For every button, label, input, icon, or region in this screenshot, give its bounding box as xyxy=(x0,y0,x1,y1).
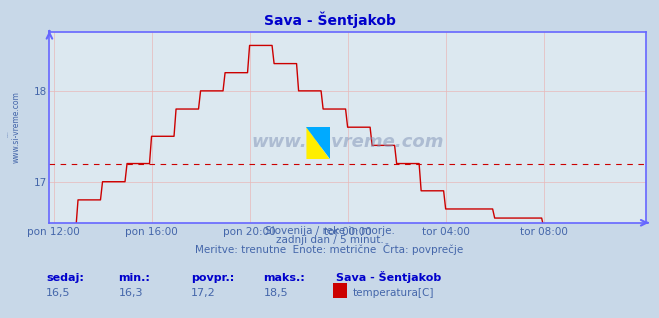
Text: www.si-vreme.com: www.si-vreme.com xyxy=(12,91,21,163)
Polygon shape xyxy=(306,127,330,159)
Text: 18,5: 18,5 xyxy=(264,288,288,298)
Text: povpr.:: povpr.: xyxy=(191,273,235,283)
Text: Sava - Šentjakob: Sava - Šentjakob xyxy=(264,11,395,28)
Text: min.:: min.: xyxy=(119,273,150,283)
Text: sedaj:: sedaj: xyxy=(46,273,84,283)
Text: zadnji dan / 5 minut.: zadnji dan / 5 minut. xyxy=(275,235,384,245)
Text: Sava - Šentjakob: Sava - Šentjakob xyxy=(336,272,442,283)
Text: #4466aa: #4466aa xyxy=(8,130,9,137)
Polygon shape xyxy=(306,127,330,159)
Text: Meritve: trenutne  Enote: metrične  Črta: povprečje: Meritve: trenutne Enote: metrične Črta: … xyxy=(195,243,464,255)
Text: www.si-vreme.com: www.si-vreme.com xyxy=(251,134,444,151)
Text: 17,2: 17,2 xyxy=(191,288,216,298)
Text: 16,3: 16,3 xyxy=(119,288,143,298)
Text: 16,5: 16,5 xyxy=(46,288,71,298)
Text: maks.:: maks.: xyxy=(264,273,305,283)
Text: Slovenija / reke in morje.: Slovenija / reke in morje. xyxy=(264,226,395,236)
Text: temperatura[C]: temperatura[C] xyxy=(353,288,434,298)
